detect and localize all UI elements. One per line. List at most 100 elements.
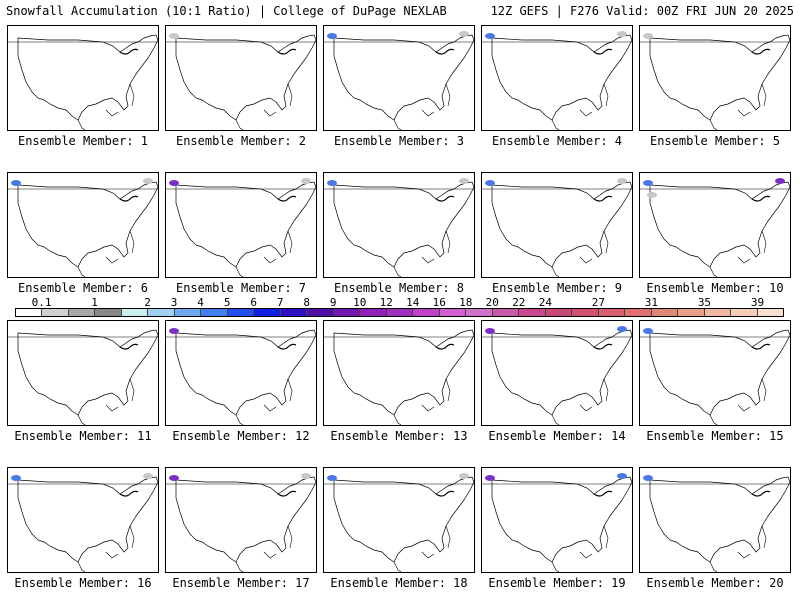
snowfall-area — [143, 473, 153, 479]
ensemble-map-panel — [639, 172, 791, 278]
ensemble-member-label: Ensemble Member: 5 — [649, 134, 781, 148]
colorbar-tick-label: 6 — [250, 296, 257, 309]
colorbar-swatch — [466, 309, 493, 316]
snowfall-area — [617, 326, 627, 332]
snowfall-area — [327, 180, 337, 186]
us-map — [640, 475, 790, 572]
ensemble-map-panel — [7, 25, 159, 131]
colorbar-swatch — [704, 309, 732, 316]
snowfall-area — [617, 178, 627, 184]
us-map — [166, 178, 316, 277]
ensemble-member-label: Ensemble Member: 6 — [17, 281, 149, 295]
colorbar-swatch — [545, 309, 573, 316]
ensemble-member-label: Ensemble Member: 13 — [330, 429, 468, 443]
snowfall-area — [169, 475, 179, 481]
ensemble-member-label: Ensemble Member: 15 — [646, 429, 784, 443]
snowfall-area — [11, 180, 21, 186]
colorbar-tick-label: 12 — [379, 296, 393, 309]
colorbar-tick-label: 8 — [303, 296, 310, 309]
snowfall-area — [327, 33, 337, 39]
ensemble-map-panel — [7, 172, 159, 278]
colorbar-tick-label: 4 — [197, 296, 204, 309]
colorbar-tick-label: 27 — [591, 296, 605, 309]
colorbar-tick-label: 18 — [459, 296, 473, 309]
ensemble-map-panel — [165, 320, 317, 426]
colorbar-swatch — [360, 309, 387, 316]
colorbar-swatch — [572, 309, 599, 316]
us-map — [482, 178, 632, 277]
ensemble-member-label: Ensemble Member: 19 — [488, 576, 626, 590]
ensemble-member-label: Ensemble Member: 2 — [175, 134, 307, 148]
colorbar-swatch — [201, 309, 228, 316]
colorbar-tick-label: 3 — [170, 296, 178, 309]
snowfall-area — [775, 178, 785, 184]
snowfall-area — [169, 180, 179, 186]
ensemble-map-panel — [323, 467, 475, 573]
colorbar-swatch — [651, 309, 679, 316]
us-map — [8, 329, 158, 425]
colorbar-swatch — [731, 309, 758, 316]
colorbar-swatch — [386, 309, 414, 316]
ensemble-member-label: Ensemble Member: 16 — [14, 576, 152, 590]
ensemble-member-label: Ensemble Member: 18 — [330, 576, 468, 590]
snowfall-area — [485, 33, 495, 39]
colorbar-tick-label: 9 — [329, 296, 337, 309]
colorbar-tick-label: 14 — [406, 296, 420, 309]
colorbar-swatch — [307, 309, 334, 316]
snowfall-area — [647, 192, 657, 198]
colorbar-swatch — [174, 309, 202, 316]
colorbar-tick-label: 35 — [697, 296, 712, 309]
ensemble-map-panel — [481, 172, 633, 278]
ensemble-member-label: Ensemble Member: 8 — [333, 281, 465, 295]
ensemble-member-label: Ensemble Member: 1 — [17, 134, 149, 148]
snowfall-area — [485, 328, 495, 334]
colorbar-swatch — [121, 309, 149, 316]
snowfall-area — [485, 180, 495, 186]
colorbar-swatch — [439, 309, 467, 316]
snowfall-area — [617, 473, 627, 479]
colorbar-tick-label: 5 — [223, 296, 231, 309]
snowfall-area — [301, 178, 311, 184]
ensemble-map-panel — [323, 320, 475, 426]
colorbar-swatch — [16, 309, 43, 316]
us-map — [482, 473, 632, 572]
colorbar-swatch — [598, 309, 626, 316]
ensemble-member-label: Ensemble Member: 4 — [491, 134, 623, 148]
ensemble-map-panel — [7, 320, 159, 426]
colorbar-swatch — [148, 309, 175, 316]
snowfall-area — [643, 180, 653, 186]
us-map — [8, 473, 158, 572]
snowfall-area — [143, 178, 153, 184]
snowfall-area — [643, 475, 653, 481]
colorbar-tick-label: 20 — [485, 296, 499, 309]
ensemble-member-label: Ensemble Member: 14 — [488, 429, 626, 443]
snowfall-area — [327, 475, 337, 481]
ensemble-map-panel — [323, 172, 475, 278]
snowfall-area — [617, 31, 627, 37]
ensemble-map-panel — [165, 172, 317, 278]
us-map — [324, 31, 474, 130]
colorbar-tick-label: 2 — [144, 296, 151, 309]
us-map — [482, 326, 632, 425]
snowfall-area — [301, 473, 311, 479]
ensemble-member-label: Ensemble Member: 20 — [646, 576, 784, 590]
ensemble-map-panel — [323, 25, 475, 131]
ensemble-member-label: Ensemble Member: 7 — [175, 281, 307, 295]
colorbar-tick-label: 24 — [538, 296, 552, 309]
ensemble-map-panel — [481, 467, 633, 573]
us-map — [324, 473, 474, 572]
colorbar-swatch — [757, 309, 784, 316]
colorbar-labels: 0.1 1 2 3 4 5 6 7 8 9 10 12 14 16 18 20 22 24 27 31 35 39 — [15, 296, 784, 309]
colorbar-tick-label: 0.1 — [31, 296, 52, 309]
us-map — [166, 33, 316, 130]
ensemble-member-label: Ensemble Member: 10 — [646, 281, 784, 295]
colorbar-tick-label: 22 — [512, 296, 526, 309]
snowfall-area — [459, 178, 469, 184]
colorbar-swatch — [68, 309, 96, 316]
colorbar-swatch — [42, 309, 69, 316]
ensemble-member-label: Ensemble Member: 12 — [172, 429, 310, 443]
colorbar-tick-label: 16 — [432, 296, 446, 309]
ensemble-map-panel — [165, 25, 317, 131]
colorbar-swatch — [227, 309, 255, 316]
colorbar-swatch — [333, 309, 361, 316]
